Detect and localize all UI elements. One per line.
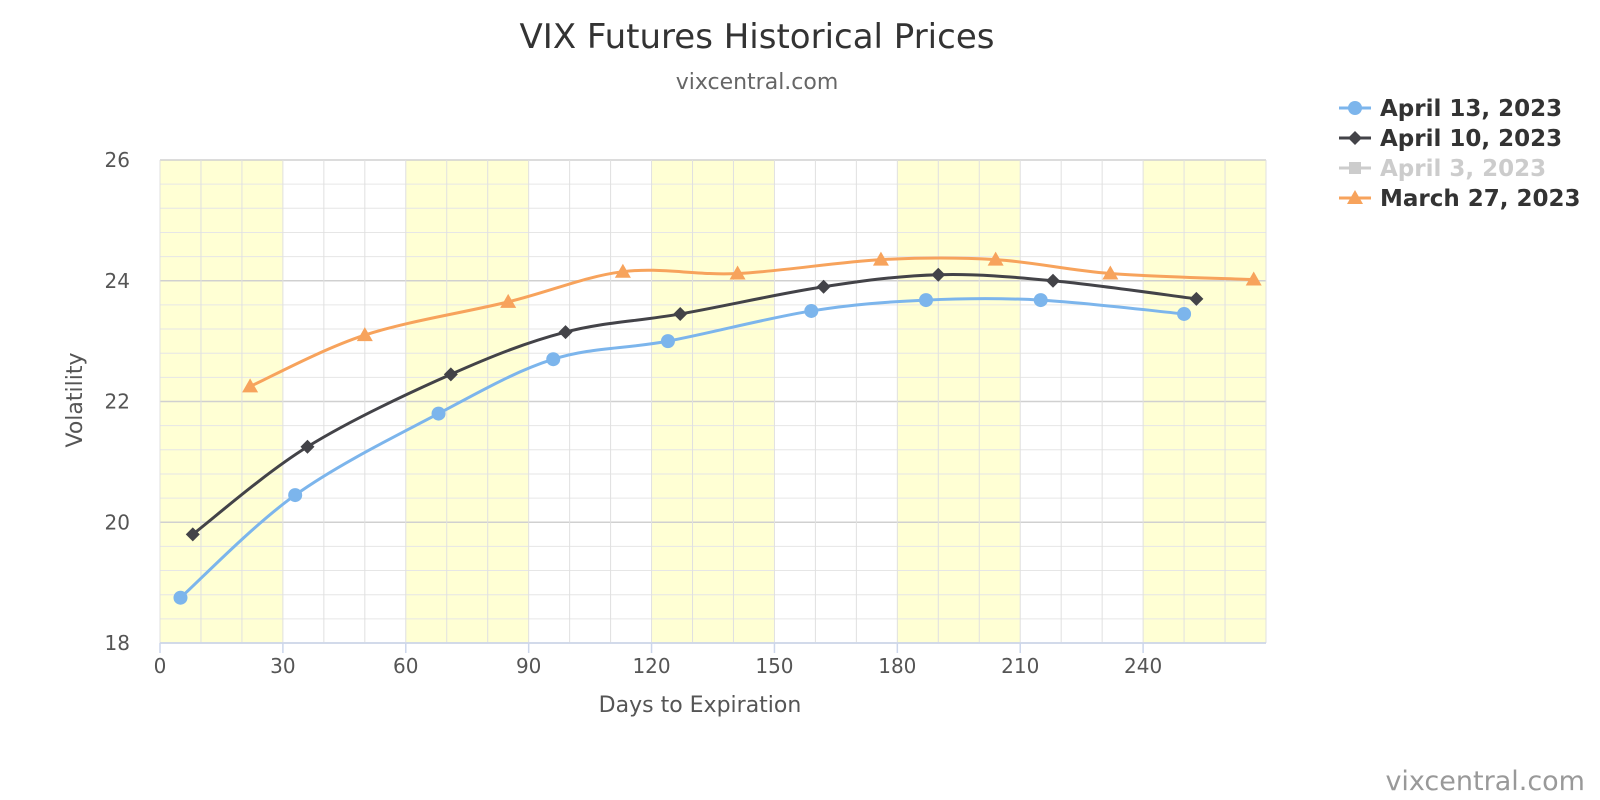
- legend[interactable]: April 13, 2023 April 10, 2023 April 3, 202…: [1339, 96, 1581, 212]
- axes: 0 30 60 90 120 150 180 210 240 18 20 22 24 26: [105, 148, 1266, 678]
- data-point[interactable]: [931, 267, 946, 282]
- legend-item[interactable]: April 3, 2023: [1339, 156, 1546, 182]
- data-point[interactable]: [558, 325, 573, 340]
- data-point[interactable]: [1189, 291, 1204, 306]
- series-1[interactable]: [185, 267, 1204, 542]
- legend-marker[interactable]: [1348, 101, 1362, 115]
- data-point[interactable]: [872, 251, 889, 266]
- chart-subtitle: vixcentral.com: [676, 70, 839, 95]
- legend-label[interactable]: April 10, 2023: [1380, 126, 1562, 152]
- x-tick-label: 240: [1124, 654, 1162, 678]
- data-point[interactable]: [242, 378, 259, 393]
- data-point[interactable]: [816, 279, 831, 294]
- y-axis-title: Volatility: [63, 352, 88, 447]
- data-point[interactable]: [660, 334, 675, 349]
- credit-link[interactable]: vixcentral.com: [1385, 766, 1585, 797]
- data-point[interactable]: [1177, 306, 1192, 321]
- y-tick-label: 24: [105, 269, 130, 293]
- x-tick-label: 90: [516, 654, 541, 678]
- series-3[interactable]: [242, 251, 1262, 393]
- data-point[interactable]: [919, 293, 934, 308]
- data-point[interactable]: [804, 303, 819, 318]
- series-0[interactable]: [173, 293, 1192, 605]
- x-axis-title: Days to Expiration: [599, 693, 802, 718]
- grid-lines: [159, 159, 1267, 644]
- data-point[interactable]: [288, 488, 303, 503]
- y-tick-label: 22: [105, 390, 130, 414]
- data-point[interactable]: [1045, 273, 1060, 288]
- data-point[interactable]: [300, 439, 315, 454]
- x-tick-label: 30: [270, 654, 295, 678]
- data-point[interactable]: [729, 265, 746, 280]
- data-point[interactable]: [546, 352, 561, 367]
- data-point[interactable]: [614, 263, 631, 278]
- x-tick-label: 0: [154, 654, 167, 678]
- chart-title: VIX Futures Historical Prices: [520, 17, 995, 57]
- x-tick-label: 60: [393, 654, 418, 678]
- data-point[interactable]: [431, 406, 446, 421]
- legend-label[interactable]: April 3, 2023: [1380, 156, 1546, 182]
- x-tick-label: 180: [878, 654, 916, 678]
- data-point[interactable]: [1102, 265, 1119, 280]
- data-point[interactable]: [1245, 271, 1262, 286]
- data-point[interactable]: [173, 590, 188, 605]
- legend-marker[interactable]: [1348, 131, 1362, 145]
- x-tick-label: 120: [632, 654, 670, 678]
- series-layer[interactable]: [173, 251, 1262, 605]
- data-point[interactable]: [1033, 293, 1048, 308]
- legend-item[interactable]: April 10, 2023: [1339, 126, 1562, 152]
- y-tick-label: 26: [105, 148, 130, 172]
- data-point[interactable]: [443, 367, 458, 382]
- legend-marker[interactable]: [1347, 190, 1363, 204]
- x-tick-label: 210: [1001, 654, 1039, 678]
- data-point[interactable]: [500, 293, 517, 308]
- legend-item[interactable]: April 13, 2023: [1339, 96, 1562, 122]
- x-tick-label: 150: [755, 654, 793, 678]
- data-point[interactable]: [356, 327, 373, 342]
- legend-label[interactable]: April 13, 2023: [1380, 96, 1562, 122]
- legend-item[interactable]: March 27, 2023: [1339, 186, 1581, 212]
- legend-label[interactable]: March 27, 2023: [1380, 186, 1581, 212]
- data-point[interactable]: [185, 527, 200, 542]
- data-point[interactable]: [987, 251, 1004, 266]
- data-point[interactable]: [673, 306, 688, 321]
- y-tick-label: 20: [105, 510, 130, 534]
- legend-marker[interactable]: [1349, 162, 1361, 174]
- y-tick-label: 18: [105, 631, 130, 655]
